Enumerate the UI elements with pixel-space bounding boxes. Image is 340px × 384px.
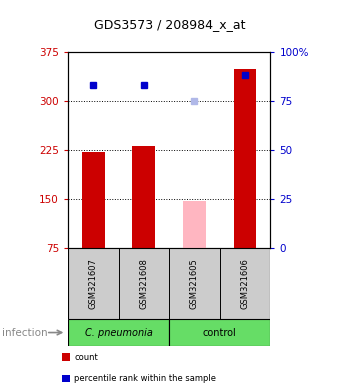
Bar <box>62 374 70 382</box>
Bar <box>234 70 256 248</box>
Text: percentile rank within the sample: percentile rank within the sample <box>74 374 216 383</box>
Text: GSM321608: GSM321608 <box>139 258 148 309</box>
Text: count: count <box>74 353 98 362</box>
Bar <box>62 353 70 361</box>
Text: GDS3573 / 208984_x_at: GDS3573 / 208984_x_at <box>94 18 246 31</box>
Text: GSM321606: GSM321606 <box>240 258 250 309</box>
Text: control: control <box>203 328 237 338</box>
Bar <box>82 152 105 248</box>
Bar <box>133 146 155 248</box>
Text: C. pneumonia: C. pneumonia <box>85 328 153 338</box>
Text: infection: infection <box>2 328 47 338</box>
Text: GSM321607: GSM321607 <box>89 258 98 309</box>
FancyBboxPatch shape <box>68 319 169 346</box>
Bar <box>183 201 206 248</box>
FancyBboxPatch shape <box>169 319 270 346</box>
Text: GSM321605: GSM321605 <box>190 258 199 309</box>
FancyBboxPatch shape <box>68 248 270 319</box>
